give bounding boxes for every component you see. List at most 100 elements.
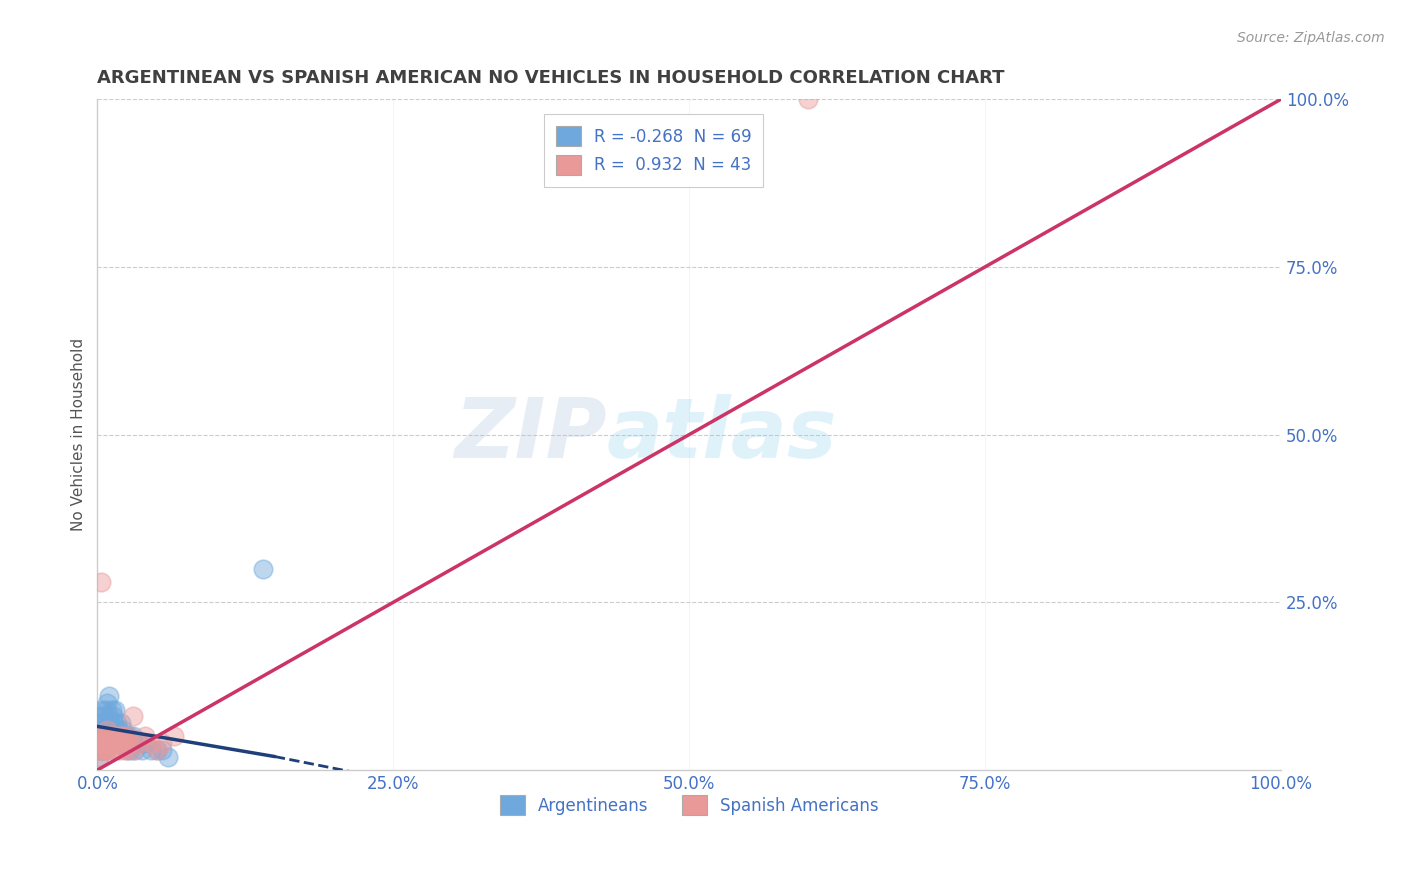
Point [152, 736, 174, 750]
Point [131, 743, 153, 757]
Point [120, 743, 142, 757]
Point [115, 743, 138, 757]
Point [96, 730, 118, 744]
Point [112, 723, 135, 737]
Point [108, 730, 131, 744]
Point [139, 736, 162, 750]
Text: ZIP: ZIP [454, 394, 606, 475]
Point [108, 730, 131, 744]
Point [111, 730, 134, 744]
Legend: Argentineans, Spanish Americans: Argentineans, Spanish Americans [494, 789, 886, 822]
Point [94, 730, 117, 744]
Point [97, 736, 120, 750]
Point [118, 730, 141, 744]
Point [91, 716, 114, 731]
Point [104, 723, 127, 737]
Point [98, 730, 121, 744]
Point [93, 709, 115, 723]
Point [114, 736, 136, 750]
Point [96, 696, 118, 710]
Point [91, 743, 114, 757]
Point [121, 709, 143, 723]
Point [91, 723, 114, 737]
Point [110, 736, 132, 750]
Point [117, 730, 139, 744]
Point [96, 723, 118, 737]
Point [96, 743, 118, 757]
Point [103, 716, 125, 731]
Point [121, 736, 143, 750]
Point [96, 723, 118, 737]
Point [97, 723, 120, 737]
Point [87, 749, 110, 764]
Point [107, 736, 129, 750]
Point [93, 736, 115, 750]
Point [91, 703, 114, 717]
Point [93, 723, 115, 737]
Text: ARGENTINEAN VS SPANISH AMERICAN NO VEHICLES IN HOUSEHOLD CORRELATION CHART: ARGENTINEAN VS SPANISH AMERICAN NO VEHIC… [97, 69, 1005, 87]
Point [98, 743, 121, 757]
Y-axis label: No Vehicles in Household: No Vehicles in Household [72, 338, 86, 531]
Point [98, 730, 121, 744]
Point [124, 743, 146, 757]
Point [87, 736, 110, 750]
Point [101, 736, 124, 750]
Point [103, 736, 125, 750]
Point [98, 736, 121, 750]
Text: Source: ZipAtlas.com: Source: ZipAtlas.com [1237, 31, 1385, 45]
Point [107, 743, 129, 757]
Point [91, 730, 114, 744]
Point [100, 730, 122, 744]
Point [112, 730, 135, 744]
Point [90, 730, 112, 744]
Point [101, 709, 124, 723]
Point [107, 723, 129, 737]
Point [89, 736, 111, 750]
Point [104, 736, 127, 750]
Point [94, 743, 117, 757]
Point [107, 736, 129, 750]
Point [98, 716, 121, 731]
Point [134, 730, 156, 744]
Point [128, 736, 150, 750]
Point [91, 730, 114, 744]
Point [145, 743, 167, 757]
Point [98, 736, 121, 750]
Point [91, 743, 114, 757]
Text: atlas: atlas [606, 394, 837, 475]
Point [114, 743, 136, 757]
Point [94, 736, 117, 750]
Point [94, 703, 117, 717]
Point [110, 743, 132, 757]
Point [105, 730, 128, 744]
Point [128, 736, 150, 750]
Point [114, 736, 136, 750]
Point [98, 730, 121, 744]
Point [93, 743, 115, 757]
Point [89, 716, 111, 731]
Point [107, 716, 129, 731]
Point [90, 730, 112, 744]
Point [96, 716, 118, 731]
Point [98, 690, 121, 704]
Point [120, 736, 142, 750]
Point [89, 743, 111, 757]
Point [145, 743, 167, 757]
Point [89, 743, 111, 757]
Point [91, 736, 114, 750]
Point [105, 730, 128, 744]
Point [152, 743, 174, 757]
Point [796, 92, 818, 106]
Point [91, 736, 114, 750]
Point [139, 743, 162, 757]
Point [163, 730, 186, 744]
Point [103, 730, 125, 744]
Point [110, 716, 132, 731]
Point [94, 730, 117, 744]
Point [134, 736, 156, 750]
Point [90, 575, 112, 590]
Point [114, 730, 136, 744]
Point [101, 730, 124, 744]
Point [97, 736, 120, 750]
Point [252, 562, 274, 576]
